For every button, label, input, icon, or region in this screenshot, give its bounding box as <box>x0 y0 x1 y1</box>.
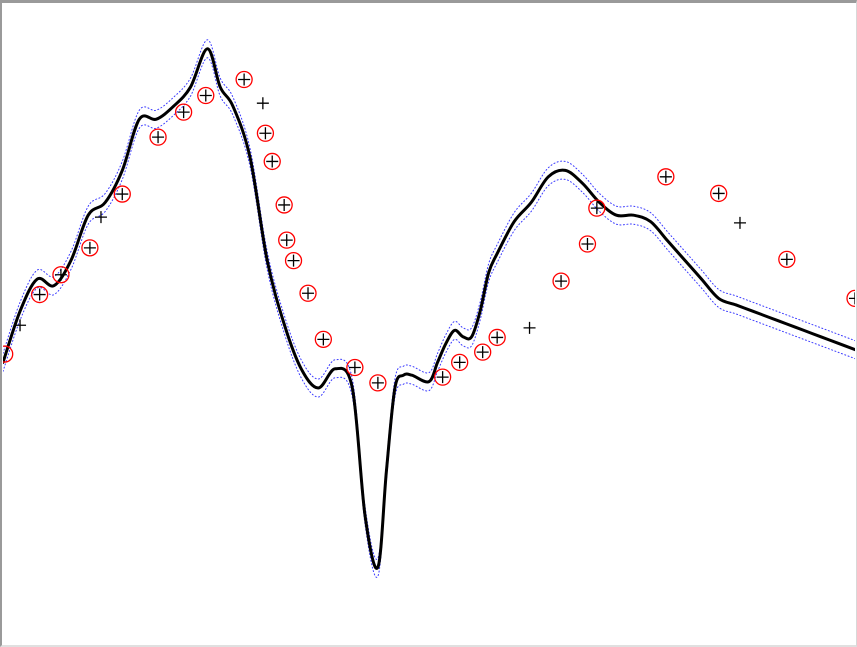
support-vector-marker <box>552 272 570 290</box>
support-vector-marker <box>488 328 506 347</box>
data-point-marker <box>712 187 725 200</box>
data-point-marker <box>780 253 793 266</box>
upper-band-line <box>3 39 855 560</box>
support-vector-marker <box>474 343 492 361</box>
data-point-marker <box>14 319 27 332</box>
support-vector-marker <box>235 70 253 89</box>
data-point-marker <box>238 73 251 86</box>
plot-area <box>3 39 855 578</box>
data-point-marker <box>733 216 746 229</box>
support-vector-marker <box>81 239 99 257</box>
data-point-marker <box>491 331 504 344</box>
support-vector-marker <box>52 266 70 284</box>
lower-band-line <box>3 57 855 578</box>
support-vector-marker <box>346 358 364 377</box>
data-point-marker <box>581 238 594 250</box>
data-point-marker <box>266 155 279 168</box>
data-point-marker <box>453 356 466 369</box>
data-point-marker <box>849 292 855 305</box>
support-vector-marker <box>197 86 215 105</box>
data-point-marker <box>476 346 489 359</box>
support-vector-marker <box>299 284 317 302</box>
support-vector-marker <box>588 199 606 217</box>
support-vector-marker <box>256 124 275 142</box>
support-vector-marker <box>578 235 597 253</box>
data-point-marker <box>259 127 272 140</box>
support-vector-marker <box>149 128 167 146</box>
data-point-marker <box>348 361 361 374</box>
support-vector-marker <box>369 374 387 392</box>
data-point-marker <box>555 275 568 288</box>
support-vector-marker <box>846 289 855 308</box>
support-vector-marker <box>284 251 303 270</box>
data-point-marker <box>287 254 300 267</box>
support-vector-marker <box>278 231 296 249</box>
data-point-marker <box>436 371 449 384</box>
data-point-marker <box>278 198 291 211</box>
data-point-marker <box>256 97 269 110</box>
data-point-marker <box>177 106 190 119</box>
support-vector-marker <box>3 345 14 363</box>
fit-curve-line <box>3 47 855 570</box>
support-vector-marker <box>657 168 675 186</box>
support-vector-marker <box>314 330 333 349</box>
support-vector-marker <box>174 103 193 121</box>
data-point-marker <box>280 234 293 247</box>
data-point-marker <box>590 202 603 215</box>
data-point-marker <box>152 131 165 144</box>
support-vector-marker <box>30 285 49 304</box>
data-point-marker <box>659 170 672 183</box>
data-point-marker <box>33 288 46 301</box>
data-point-marker <box>523 321 536 334</box>
support-vector-marker <box>451 353 469 372</box>
support-vector-marker <box>433 368 452 386</box>
support-vector-marker <box>275 196 293 214</box>
data-point-marker <box>302 287 315 300</box>
data-point-marker <box>371 376 384 389</box>
data-point-marker <box>116 188 129 201</box>
support-vector-marker <box>263 152 281 171</box>
data-point-marker <box>83 241 96 254</box>
support-vector-marker <box>710 184 728 203</box>
data-point-marker <box>94 211 107 224</box>
support-vector-marker <box>113 185 131 203</box>
support-vector-marker <box>778 250 796 269</box>
data-point-marker <box>317 333 330 346</box>
data-point-marker <box>199 89 212 102</box>
data-point-marker <box>54 268 67 281</box>
